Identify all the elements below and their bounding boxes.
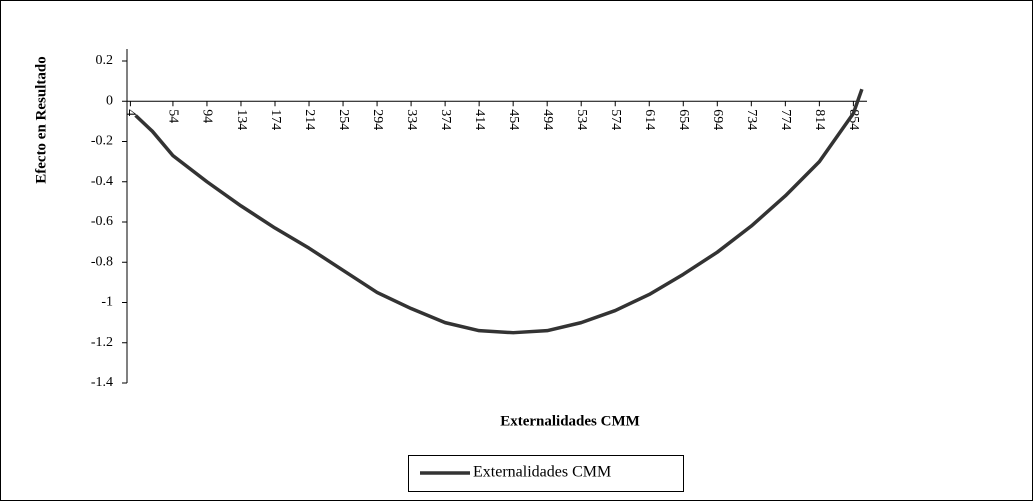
x-tick-label: 774 [778, 109, 793, 130]
x-tick-label: 374 [438, 109, 453, 130]
x-tick-label: 4 [123, 109, 138, 116]
y-tick-label: -0.4 [91, 174, 113, 189]
x-tick-label: 134 [234, 109, 249, 130]
x-tick-label: 574 [608, 109, 623, 130]
y-tick-label: -0.6 [91, 214, 113, 229]
x-tick-label: 654 [676, 109, 691, 130]
x-tick-label: 94 [200, 109, 215, 123]
x-tick-label: 534 [574, 109, 589, 130]
x-tick-label: 494 [540, 109, 555, 130]
x-axis-title: Externalidades CMM [500, 413, 640, 429]
x-tick-label: 54 [166, 109, 181, 123]
x-tick-label: 294 [370, 109, 385, 130]
y-tick-label: 0 [106, 93, 113, 108]
data-line [134, 88, 864, 335]
y-tick-label: -0.2 [91, 134, 113, 149]
x-tick-label: 174 [268, 109, 283, 130]
legend-label: Externalidades CMM [473, 464, 611, 481]
x-tick-label: 414 [472, 109, 487, 130]
x-tick-label: 694 [710, 109, 725, 130]
x-tick-label: 254 [336, 109, 351, 130]
x-tick-label: 614 [642, 109, 657, 130]
x-tick-label: 334 [404, 109, 419, 130]
x-tick-label: 454 [506, 109, 521, 130]
y-tick-label: -1 [101, 295, 113, 310]
x-tick-label: 814 [812, 109, 827, 130]
x-tick-label: 734 [744, 109, 759, 130]
y-tick-label: -1.2 [91, 335, 113, 350]
y-axis-title: Efecto en Resultado [33, 56, 49, 184]
x-tick-label: 854 [846, 109, 861, 130]
y-tick-label: 0.2 [96, 53, 114, 68]
y-tick-label: -1.4 [91, 375, 113, 390]
x-tick-label: 214 [302, 109, 317, 130]
y-tick-label: -0.8 [91, 254, 113, 269]
